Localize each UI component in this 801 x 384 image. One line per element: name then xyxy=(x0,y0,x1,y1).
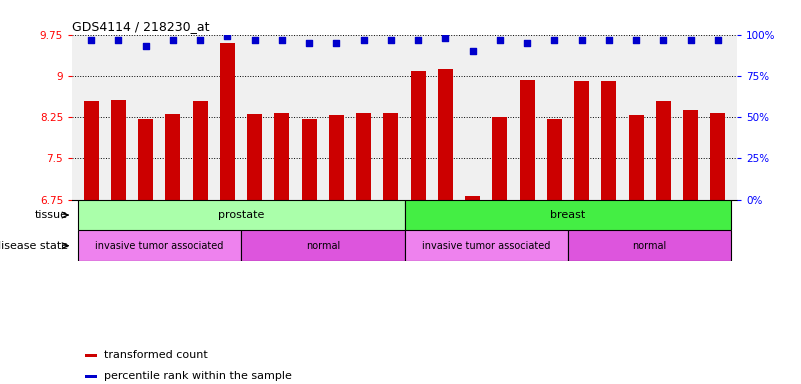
Bar xyxy=(520,80,534,200)
Text: prostate: prostate xyxy=(218,210,264,220)
Point xyxy=(521,40,533,46)
Bar xyxy=(438,69,453,200)
Bar xyxy=(602,81,616,200)
Bar xyxy=(710,113,726,200)
Bar xyxy=(275,113,289,200)
Bar xyxy=(220,43,235,200)
Point xyxy=(684,36,697,43)
Text: percentile rank within the sample: percentile rank within the sample xyxy=(104,371,292,381)
Bar xyxy=(111,99,126,200)
Point xyxy=(357,36,370,43)
Point xyxy=(657,36,670,43)
Bar xyxy=(138,119,153,200)
Text: tissue: tissue xyxy=(35,210,68,220)
Bar xyxy=(78,230,241,261)
Point xyxy=(630,36,642,43)
Text: normal: normal xyxy=(633,241,667,251)
Point xyxy=(221,33,234,39)
Point xyxy=(548,36,561,43)
Bar xyxy=(78,200,405,230)
Text: breast: breast xyxy=(550,210,586,220)
Bar xyxy=(86,375,98,378)
Point xyxy=(439,35,452,41)
Text: GDS4114 / 218230_at: GDS4114 / 218230_at xyxy=(72,20,210,33)
Point xyxy=(602,36,615,43)
Bar xyxy=(405,230,568,261)
Point xyxy=(330,40,343,46)
Bar xyxy=(241,230,405,261)
Bar xyxy=(405,200,731,230)
Bar xyxy=(248,114,262,200)
Point xyxy=(139,43,152,49)
Point xyxy=(575,36,588,43)
Point xyxy=(493,36,506,43)
Point xyxy=(276,36,288,43)
Point xyxy=(711,36,724,43)
Bar xyxy=(356,113,371,200)
Bar xyxy=(83,101,99,200)
Point xyxy=(194,36,207,43)
Bar xyxy=(302,119,316,200)
Point xyxy=(85,36,98,43)
Bar xyxy=(86,354,98,356)
Bar xyxy=(568,230,731,261)
Bar xyxy=(683,110,698,200)
Bar xyxy=(547,119,562,200)
Text: invasive tumor associated: invasive tumor associated xyxy=(95,241,223,251)
Text: transformed count: transformed count xyxy=(104,350,207,360)
Point xyxy=(112,36,125,43)
Point xyxy=(466,48,479,54)
Bar xyxy=(629,116,643,200)
Bar xyxy=(384,113,398,200)
Point xyxy=(384,36,397,43)
Bar xyxy=(656,101,671,200)
Point xyxy=(248,36,261,43)
Text: disease state: disease state xyxy=(0,241,68,251)
Text: normal: normal xyxy=(306,241,340,251)
Point xyxy=(167,36,179,43)
Point xyxy=(412,36,425,43)
Bar xyxy=(166,114,180,200)
Bar xyxy=(411,71,425,200)
Text: invasive tumor associated: invasive tumor associated xyxy=(422,241,550,251)
Bar xyxy=(193,101,207,200)
Bar xyxy=(493,117,507,200)
Point xyxy=(303,40,316,46)
Bar xyxy=(574,81,589,200)
Bar xyxy=(329,116,344,200)
Bar xyxy=(465,196,480,200)
